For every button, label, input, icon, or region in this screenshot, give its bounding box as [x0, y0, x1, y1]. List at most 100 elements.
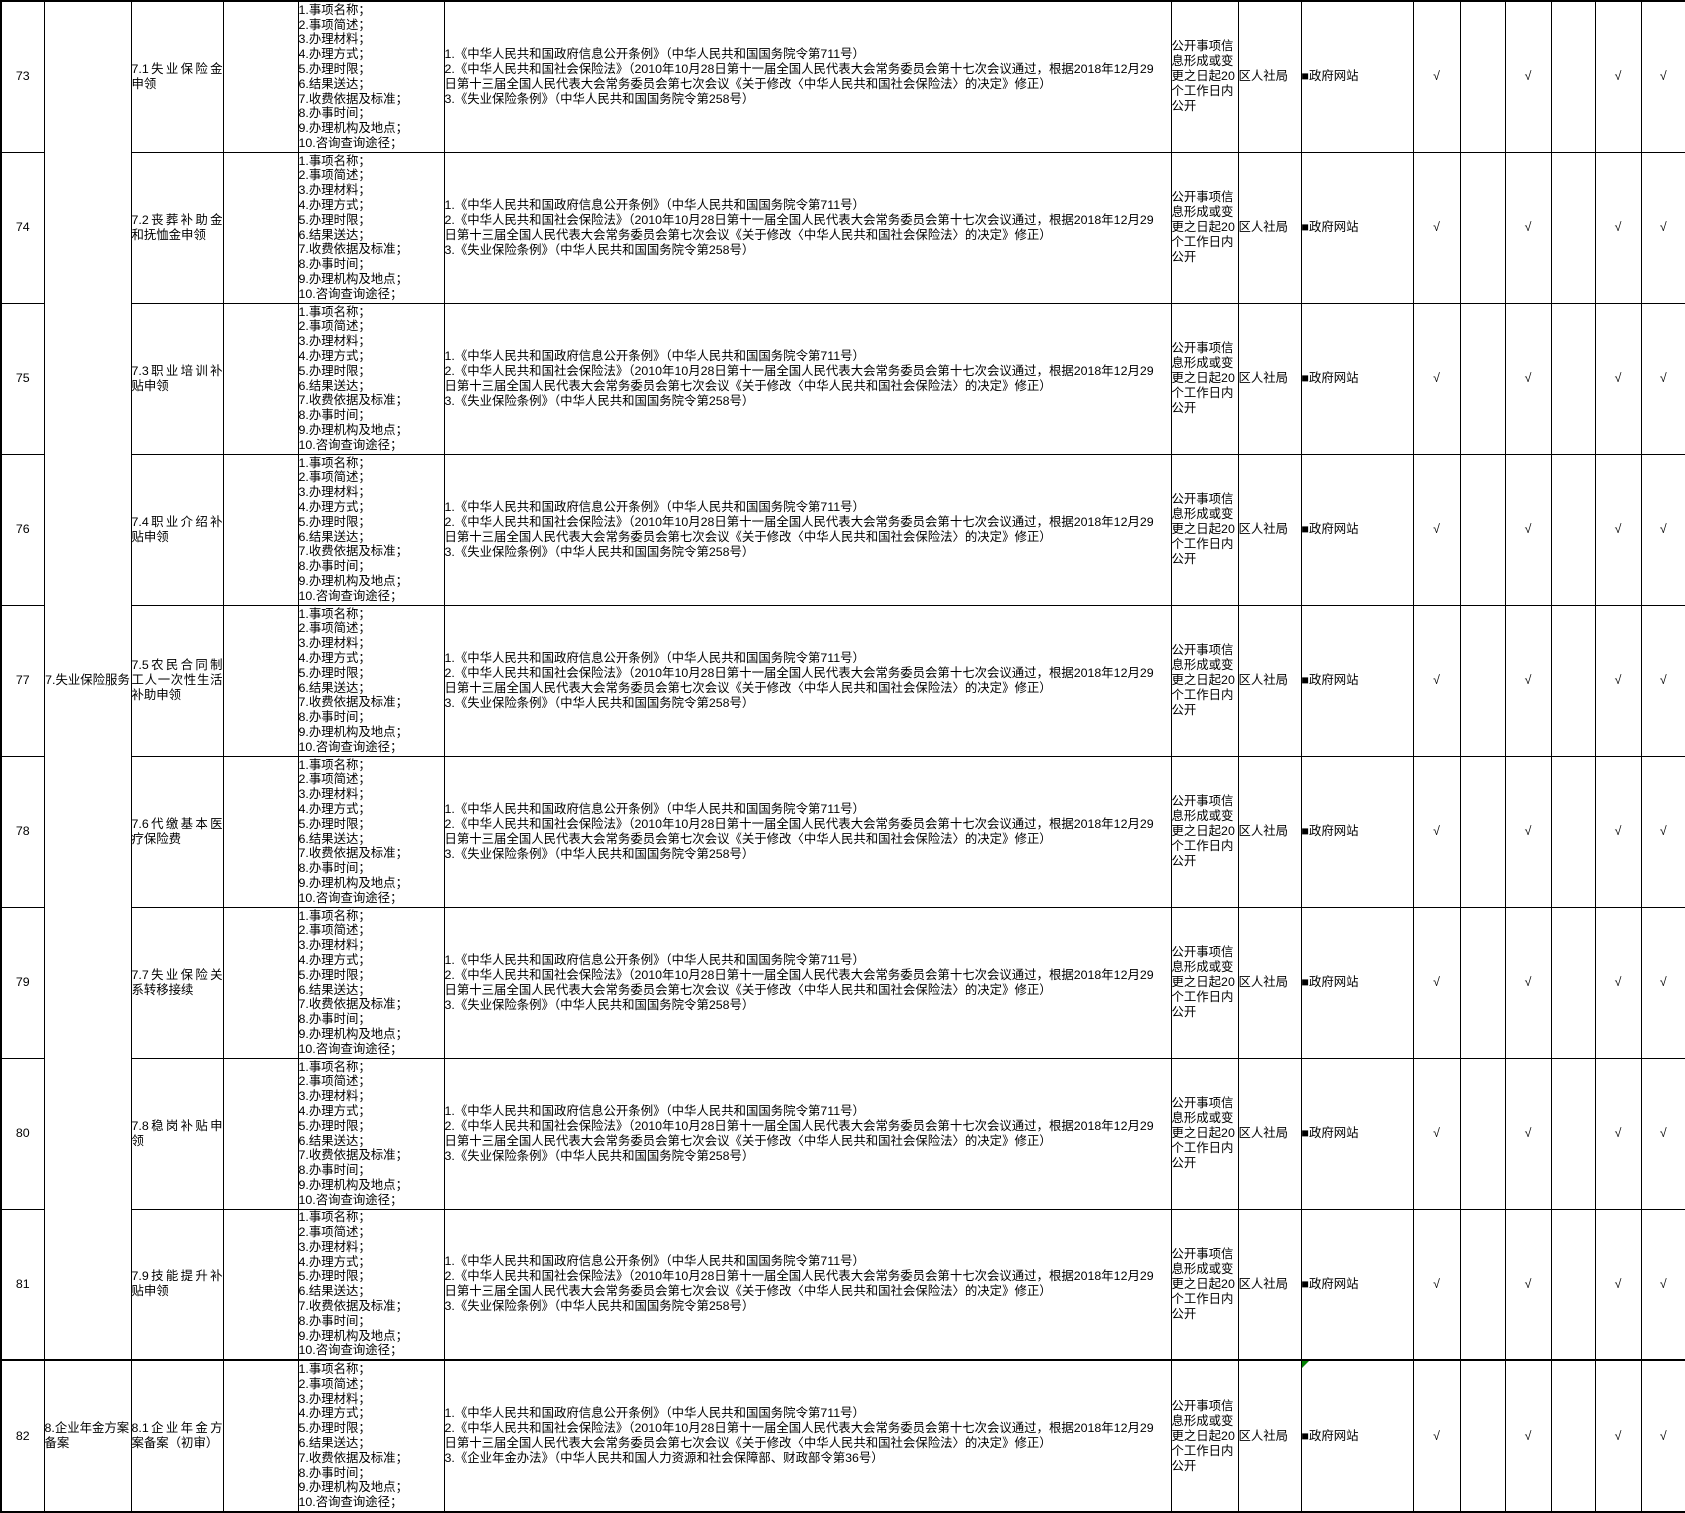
legal-basis-cell: 1.《中华人民共和国政府信息公开条例》（中华人民共和国国务院令第711号） 2.《… — [443, 151, 1172, 304]
check-cell-5: √ — [1594, 906, 1642, 1059]
content-item: 2.事项简述； — [298, 470, 371, 485]
content-item: 3.办理材料； — [298, 636, 371, 651]
legal-line: 1.《中华人民共和国政府信息公开条例》（中华人民共和国国务院令第711号） — [444, 1406, 865, 1420]
legal-line: 1.《中华人民共和国政府信息公开条例》（中华人民共和国国务院令第711号） — [444, 1103, 865, 1118]
content-item: 8.办事时间； — [298, 1465, 371, 1480]
legal-line: 日第十三届全国人民代表大会常务委员会第七次会议《关于修改〈中华人民共和国社会保险… — [444, 831, 1052, 846]
content-item: 4.办理方式； — [298, 47, 371, 62]
content-item: 9.办理机构及地点； — [298, 422, 408, 437]
publish-agency-cell: 区人社局 — [1237, 0, 1302, 153]
checkmark-icon: √ — [1433, 371, 1440, 385]
publish-deadline-cell: 公开事项信 息形成或变 更之日起20 个工作日内 公开 — [1170, 604, 1239, 757]
channel-label: 政府网站 — [1308, 824, 1359, 838]
deadline-line: 公开事项信 — [1171, 794, 1234, 808]
content-item: 4.办理方式； — [298, 952, 371, 967]
deadline-line: 息形成或变 — [1171, 1413, 1234, 1428]
content-item: 6.结果送达； — [298, 1284, 371, 1299]
check-cell-3: √ — [1504, 1057, 1552, 1210]
spare-cell — [222, 604, 299, 757]
check-cell-2 — [1459, 906, 1506, 1059]
legal-basis-cell: 1.《中华人民共和国政府信息公开条例》（中华人民共和国国务院令第711号） 2.《… — [443, 1057, 1172, 1210]
check-cell-6: √ — [1640, 906, 1685, 1059]
publish-channel-cell: ■政府网站 — [1300, 1359, 1414, 1513]
deadline-line: 更之日起20 — [1171, 69, 1235, 84]
check-cell-2 — [1459, 453, 1506, 606]
check-cell-2 — [1459, 1057, 1506, 1210]
check-cell-1: √ — [1412, 1057, 1461, 1210]
content-item: 9.办理机构及地点； — [298, 1177, 408, 1192]
publish-channel-cell: ■政府网站 — [1300, 604, 1414, 757]
publish-channel-cell: ■政府网站 — [1300, 151, 1414, 304]
deadline-line: 个工作日内 — [1171, 990, 1234, 1004]
content-directory-cell: 1.事项名称； 2.事项简述； 3.办理材料； 4.办理方式； 5.办理时限； 6.结果送… — [297, 302, 445, 455]
content-item: 10.咨询查询途径； — [298, 1192, 403, 1207]
check-cell-4 — [1550, 302, 1596, 455]
check-cell-2 — [1459, 302, 1506, 455]
checkmark-icon: √ — [1524, 522, 1532, 536]
filled-square-bullet-icon: ■ — [1301, 220, 1309, 234]
deadline-line: 息形成或变 — [1171, 54, 1234, 69]
content-item: 7.收费依据及标准； — [298, 242, 408, 257]
publish-deadline-cell: 公开事项信 息形成或变 更之日起20 个工作日内 公开 — [1170, 906, 1239, 1059]
content-item: 4.办理方式； — [298, 650, 371, 665]
checkmark-icon: √ — [1433, 824, 1440, 838]
checkmark-icon: √ — [1614, 371, 1622, 385]
legal-line: 2.《中华人民共和国社会保险法》（2010年10月28日第十一届全国人民代表大会… — [444, 363, 1154, 378]
deadline-line: 更之日起20 — [1171, 522, 1235, 536]
filled-square-bullet-icon: ■ — [1301, 673, 1309, 687]
content-item: 9.办理机构及地点； — [298, 724, 408, 739]
content-item: 9.办理机构及地点； — [298, 1026, 408, 1041]
publish-channel-cell: ■政府网站 — [1300, 302, 1414, 455]
content-item: 2.事项简述； — [298, 17, 371, 32]
content-item: 1.事项名称； — [298, 1362, 371, 1377]
channel-label: 政府网站 — [1308, 673, 1359, 687]
content-directory-cell: 1.事项名称； 2.事项简述； 3.办理材料； 4.办理方式； 5.办理时限； 6.结果送… — [297, 755, 445, 908]
spare-cell — [222, 0, 299, 153]
deadline-line: 公开 — [1171, 1156, 1197, 1170]
channel-label: 政府网站 — [1308, 371, 1359, 385]
content-item: 7.收费依据及标准； — [298, 1450, 408, 1465]
deadline-line: 公开 — [1171, 703, 1197, 717]
legal-line: 2.《中华人民共和国社会保险法》（2010年10月28日第十一届全国人民代表大会… — [444, 212, 1154, 227]
deadline-line: 更之日起20 — [1171, 975, 1235, 989]
row-number-cell: 79 — [0, 906, 45, 1059]
row-number-cell: 76 — [0, 453, 45, 606]
content-item: 9.办理机构及地点； — [298, 573, 408, 588]
legal-line: 日第十三届全国人民代表大会常务委员会第七次会议《关于修改〈中华人民共和国社会保险… — [444, 680, 1052, 695]
checkmark-icon: √ — [1659, 824, 1667, 838]
deadline-line: 个工作日内 — [1171, 1141, 1234, 1155]
table-row: 78 7.6代缴基本医疗保险费 1.事项名称； 2.事项简述； 3.办理材料； 4.办理方… — [0, 755, 1685, 908]
check-cell-3: √ — [1504, 755, 1552, 908]
content-item: 5.办理时限； — [298, 665, 371, 680]
content-item: 7.收费依据及标准； — [298, 91, 408, 106]
legal-line: 日第十三届全国人民代表大会常务委员会第七次会议《关于修改〈中华人民共和国社会保险… — [444, 1133, 1052, 1148]
content-item: 9.办理机构及地点； — [298, 271, 408, 286]
content-item: 3.办理材料； — [298, 183, 371, 198]
check-cell-6: √ — [1640, 1057, 1685, 1210]
deadline-line: 公开事项信 — [1171, 643, 1234, 657]
content-item: 4.办理方式； — [298, 197, 371, 212]
item-name-cell: 7.6代缴基本医疗保险费 — [130, 755, 224, 908]
check-cell-6: √ — [1640, 453, 1685, 606]
spare-cell — [222, 1359, 299, 1513]
legal-line: 1.《中华人民共和国政府信息公开条例》（中华人民共和国国务院令第711号） — [444, 1254, 865, 1269]
check-cell-5: √ — [1594, 755, 1642, 908]
publish-deadline-cell: 公开事项信 息形成或变 更之日起20 个工作日内 公开 — [1170, 1208, 1239, 1361]
content-item: 3.办理材料； — [298, 1239, 371, 1254]
publish-agency-cell: 区人社局 — [1237, 151, 1302, 304]
content-item: 4.办理方式； — [298, 801, 371, 816]
deadline-line: 公开 — [1171, 1458, 1197, 1473]
check-cell-3: √ — [1504, 604, 1552, 757]
legal-line: 2.《中华人民共和国社会保险法》（2010年10月28日第十一届全国人民代表大会… — [444, 61, 1154, 76]
legal-basis-cell: 1.《中华人民共和国政府信息公开条例》（中华人民共和国国务院令第711号） 2.《… — [443, 604, 1172, 757]
deadline-line: 个工作日内 — [1171, 537, 1234, 551]
content-item: 8.办事时间； — [298, 1313, 371, 1328]
table-row: 76 7.4职业介绍补贴申领 1.事项名称； 2.事项简述； 3.办理材料； 4.办理方式… — [0, 453, 1685, 606]
row-number-cell: 81 — [0, 1208, 45, 1361]
row-number-cell: 78 — [0, 755, 45, 908]
check-cell-1: √ — [1412, 604, 1461, 757]
legal-line: 1.《中华人民共和国政府信息公开条例》（中华人民共和国国务院令第711号） — [444, 499, 865, 514]
check-cell-4 — [1550, 1057, 1596, 1210]
